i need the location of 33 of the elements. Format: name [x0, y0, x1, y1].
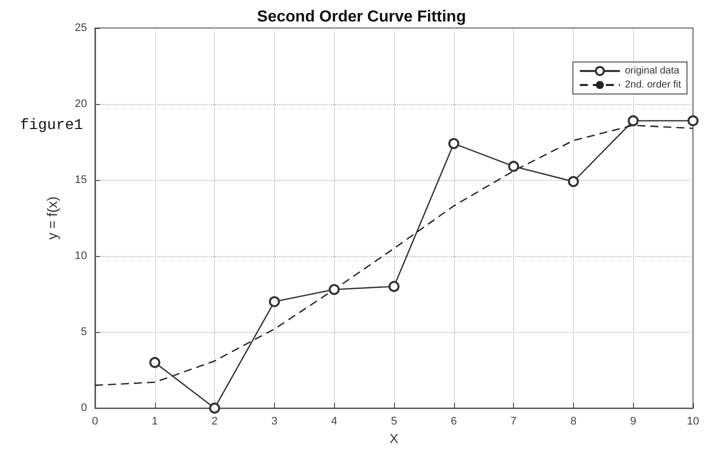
- point: [688, 115, 698, 126]
- x-axis-title: X: [390, 431, 399, 446]
- point: [388, 280, 400, 292]
- point: [209, 402, 220, 414]
- x-tick-label: 10: [686, 416, 700, 428]
- y-tick-label: 15: [74, 174, 87, 186]
- point: [568, 176, 579, 188]
- y-tick-label: 10: [74, 250, 87, 262]
- y-tick-label: 25: [74, 22, 87, 34]
- x-tick-label: 1: [152, 416, 158, 428]
- x-tick-label: 4: [331, 416, 338, 428]
- point: [149, 356, 160, 368]
- x-tick-label: 5: [390, 416, 398, 428]
- x-tick-label: 9: [630, 416, 636, 428]
- caption: figure1: [20, 117, 84, 134]
- legend-label: 2nd. order fit: [624, 80, 682, 90]
- y-tick-label: 5: [80, 326, 87, 338]
- x-tick-label: 0: [92, 416, 98, 428]
- y-tick-label: 20: [74, 98, 87, 110]
- x-tick-label: 2: [212, 416, 218, 428]
- y-tick-label: 0: [80, 402, 87, 414]
- chart-title: Second Order Curve Fitting: [257, 8, 466, 26]
- point: [268, 296, 280, 308]
- point: [328, 284, 340, 296]
- point: [628, 115, 639, 126]
- x-tick-label: 6: [450, 416, 457, 428]
- x-tick-label: 8: [570, 416, 576, 428]
- legend-label: original data: [624, 66, 680, 76]
- x-tick-label: 7: [510, 416, 517, 428]
- point: [508, 160, 520, 172]
- x-tick-label: 3: [271, 416, 278, 428]
- y-axis-title: y = f(x): [44, 196, 60, 240]
- point: [448, 138, 460, 150]
